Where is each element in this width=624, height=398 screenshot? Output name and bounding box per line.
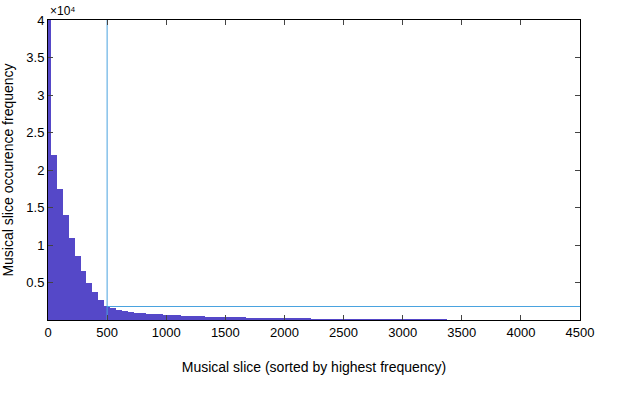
svg-text:2: 2 bbox=[37, 163, 44, 178]
svg-text:2.5: 2.5 bbox=[26, 125, 44, 140]
svg-text:1: 1 bbox=[37, 238, 44, 253]
svg-text:0: 0 bbox=[44, 325, 51, 340]
svg-text:Musical slice (sorted by highe: Musical slice (sorted by highest frequen… bbox=[182, 359, 447, 375]
svg-text:3000: 3000 bbox=[388, 325, 417, 340]
svg-text:2500: 2500 bbox=[329, 325, 358, 340]
svg-text:1500: 1500 bbox=[211, 325, 240, 340]
svg-text:500: 500 bbox=[96, 325, 118, 340]
svg-text:4000: 4000 bbox=[506, 325, 535, 340]
svg-text:×10⁴: ×10⁴ bbox=[50, 4, 76, 18]
svg-text:3.5: 3.5 bbox=[26, 50, 44, 65]
svg-text:1.5: 1.5 bbox=[26, 200, 44, 215]
svg-text:2000: 2000 bbox=[270, 325, 299, 340]
svg-text:0.5: 0.5 bbox=[26, 275, 44, 290]
svg-text:1000: 1000 bbox=[152, 325, 181, 340]
svg-text:3500: 3500 bbox=[447, 325, 476, 340]
svg-text:3: 3 bbox=[37, 88, 44, 103]
svg-text:4500: 4500 bbox=[566, 325, 595, 340]
svg-text:4: 4 bbox=[37, 13, 44, 28]
svg-text:Musical slice occurence freque: Musical slice occurence frequency bbox=[0, 63, 16, 276]
